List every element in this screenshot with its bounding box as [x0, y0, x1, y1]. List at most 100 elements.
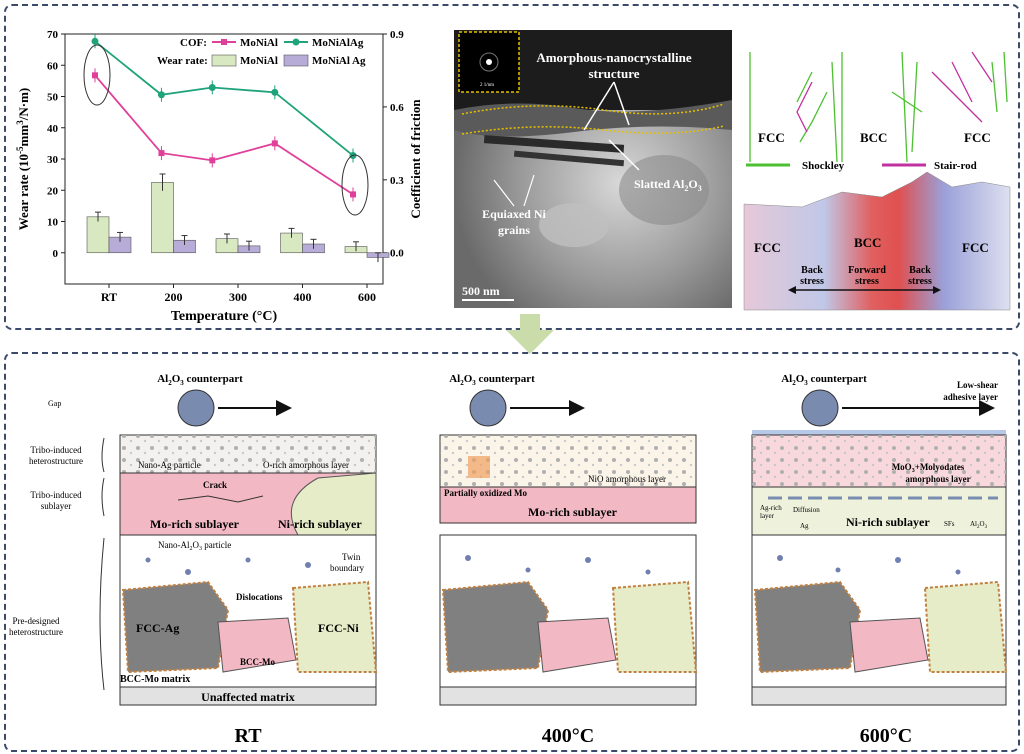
c600-counterpart-label: Al2O3 counterpart: [781, 373, 867, 387]
legend-bar-monialag: [283, 54, 309, 67]
c600-ag-rich-1: Ag-rich: [760, 504, 782, 512]
c600-low-shear-1: Low-shear: [957, 380, 998, 390]
rt-nano-ag: Nano-Ag particle: [138, 460, 201, 470]
rt-unaffected: Unaffected matrix: [201, 690, 295, 704]
rt-twin-1: Twin: [342, 552, 361, 562]
bar: [86, 216, 110, 254]
x-axis-label: Temperature (°C): [171, 309, 278, 324]
label-pre-2: heterostructure: [9, 627, 63, 637]
nano-particles: [145, 555, 961, 575]
line-point: [91, 37, 99, 45]
md-fcc-left: FCC: [758, 130, 785, 145]
c600-moo3-1: MoO3+Molyodates: [892, 462, 965, 474]
label-pre-1: Pre-designed: [13, 616, 60, 626]
micrograph-title-line1: Amorphous-nanocrystalline: [536, 50, 692, 65]
inset-scale-label: 2 1/nm: [480, 83, 494, 88]
rt-twin-2: boundary: [330, 563, 364, 573]
rt-fcc-ag: FCC-Ag: [136, 621, 179, 635]
legend-label-monialag: MoNiAlAg: [312, 37, 364, 49]
column-rt: Al2O3 counterpart Nano-Ag particle O-ric…: [119, 373, 378, 747]
rt-column-label: RT: [234, 725, 262, 747]
c600-moo3-2: amorphous layer: [905, 474, 970, 484]
legend-wear-label: Wear rate:: [157, 55, 208, 67]
line-point: [350, 191, 356, 198]
c600-low-shear-2: adhesive layer: [943, 392, 998, 402]
right-tick-label: 0.6: [390, 102, 404, 114]
stress-map: [743, 171, 1011, 311]
equiaxed-label-line2: grains: [498, 223, 530, 237]
bars-group: [86, 173, 390, 263]
mechanism-schematic: Gap Tribo-induced heterostructure Tribo-…: [9, 373, 1008, 747]
left-tick-label: 20: [47, 185, 59, 197]
left-tick-label: 0: [53, 248, 59, 260]
right-tick-label: 0.9: [390, 29, 404, 41]
right-tick-label: 0.3: [390, 175, 404, 187]
rt-o-rich: O-rich amorphous layer: [263, 460, 349, 470]
legend-label-monial: MoNiAl: [240, 37, 278, 49]
stairrod-label: Stair-rod: [934, 160, 977, 172]
line-point: [157, 91, 165, 99]
rt-crack: Crack: [203, 480, 227, 490]
back-stress-left-1: Back: [801, 265, 823, 276]
legend-bar-label-monial: MoNiAl: [240, 55, 278, 67]
label-gap: Gap: [48, 399, 61, 408]
bottom-panel-frame: [4, 352, 1020, 752]
x-tick-label: RT: [101, 290, 117, 304]
x-tick-label: 600: [358, 290, 376, 304]
c400-counterpart-label: Al2O3 counterpart: [449, 373, 535, 387]
label-tribo-hetero-1: Tribo-induced: [30, 445, 82, 455]
back-stress-right-1: Back: [909, 265, 931, 276]
back-stress-left-2: stress: [800, 276, 824, 287]
right-tick-label: 0.0: [390, 248, 404, 260]
line-point: [271, 88, 279, 96]
line-point: [271, 140, 278, 147]
left-axis-ticks: 0 10 20 30 40 50 60 70: [47, 29, 65, 260]
c400-partially: Partially oxidized Mo: [444, 488, 527, 498]
map-bcc: BCC: [854, 235, 881, 250]
rt-dislocations: Dislocations: [236, 592, 283, 602]
c600-ni-rich: Ni-rich sublayer: [846, 515, 930, 529]
left-tick-label: 10: [47, 217, 59, 229]
label-tribo-sub-1: Tribo-induced: [30, 490, 82, 500]
c400-column-label: 400°C: [542, 725, 594, 747]
column-600: Al2O3 counterpart Low-shear adhesive lay…: [751, 373, 1008, 747]
line-point: [209, 157, 216, 164]
legend-bar-label-monialag: MoNiAl Ag: [312, 55, 366, 67]
md-fcc-right: FCC: [964, 130, 991, 145]
forward-stress-2: stress: [855, 276, 879, 287]
x-tick-label: 200: [165, 290, 183, 304]
c600-ag: Ag: [800, 522, 809, 530]
shockley-label: Shockley: [802, 160, 845, 172]
scale-bar-label: 500 nm: [462, 284, 500, 298]
c600-sfs: SFs: [944, 520, 955, 528]
top-panel-frame: [4, 4, 1020, 330]
line-point: [92, 72, 98, 79]
rt-bcc-matrix: BCC-Mo matrix: [120, 674, 190, 685]
label-tribo-sub-2: sublayer: [41, 501, 72, 511]
left-tick-label: 30: [47, 154, 59, 166]
tem-micrograph: 2 1/nm Amorphous-nanocrystalline structu…: [454, 30, 732, 308]
c400-mo-rich: Mo-rich sublayer: [528, 505, 618, 519]
label-tribo-hetero-2: heterostructure: [29, 456, 83, 466]
bar: [151, 182, 174, 254]
column-400: Al2O3 counterpart NiO amorphous layer Pa…: [439, 373, 698, 747]
y-axis-left-label: Wear rate (10-5mm3/N·m): [15, 88, 31, 230]
rt-ni-rich: Ni-rich sublayer: [278, 517, 362, 531]
dislocation-lines: [749, 51, 1008, 163]
left-tick-label: 50: [47, 92, 59, 104]
rt-counterpart-label: Al2O3 counterpart: [157, 373, 243, 387]
legend-bar-monial: [211, 54, 237, 67]
map-fcc-right: FCC: [962, 240, 989, 255]
left-tick-label: 60: [47, 60, 59, 72]
rt-mo-rich: Mo-rich sublayer: [150, 517, 240, 531]
x-tick-label: 400: [294, 290, 312, 304]
line-point: [158, 150, 165, 157]
wear-cof-chart: 0 10 20 30 40 50 60 70 0.0 0.3 0.6 0.9 RT 200 300 400…: [15, 29, 423, 324]
legend-marker-monialag: [292, 38, 300, 46]
highlight-ellipse-right: [341, 154, 369, 216]
c600-column-label: 600°C: [860, 725, 912, 747]
rt-nano-al2o3: Nano-Al2O3 particle: [158, 540, 231, 552]
series-line: [94, 74, 354, 196]
transition-arrow-icon: [506, 314, 554, 354]
line-point: [208, 83, 216, 91]
